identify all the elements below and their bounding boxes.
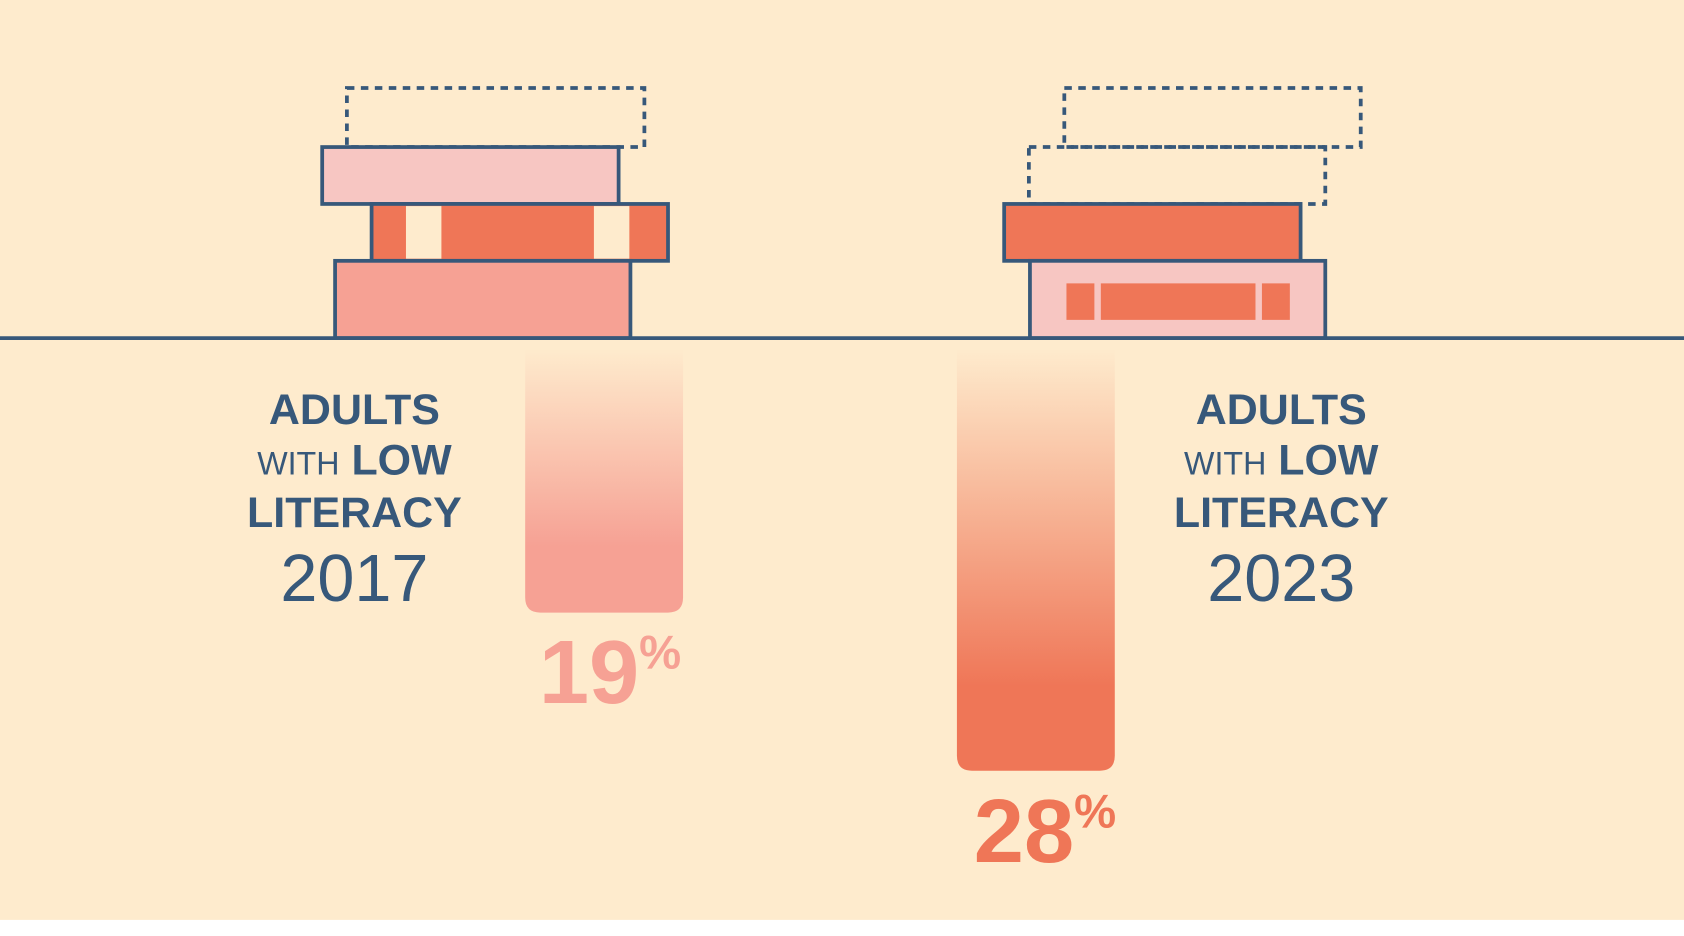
- label-year: 2023: [1207, 542, 1355, 616]
- book-band: [405, 206, 442, 259]
- label-line1: ADULTS: [269, 386, 440, 434]
- label-line2: WITH LOW: [257, 436, 452, 484]
- label-with: WITH: [1184, 445, 1266, 481]
- book: [333, 258, 633, 340]
- percent-sign: %: [639, 627, 681, 680]
- book-stack-2017: [320, 86, 670, 340]
- label-line3: LITERACY: [1174, 489, 1389, 537]
- missing-book-outline: [1026, 145, 1328, 206]
- book-band: [1261, 283, 1290, 320]
- bar-2023: [956, 348, 1115, 771]
- bar-2017: [525, 348, 684, 613]
- label-year: 2017: [280, 542, 428, 616]
- book-stack-2023: [1002, 86, 1363, 340]
- percent-sign: %: [1074, 786, 1116, 839]
- book: [320, 145, 621, 206]
- label-low: LOW: [351, 436, 452, 484]
- book: [1002, 202, 1303, 263]
- book-band: [1066, 283, 1095, 320]
- label-2023: ADULTS WITH LOW LITERACY 2023: [1174, 386, 1389, 616]
- label-low: LOW: [1278, 436, 1379, 484]
- label-with: WITH: [257, 445, 339, 481]
- book-band: [1100, 283, 1256, 320]
- label-line2: WITH LOW: [1184, 436, 1379, 484]
- value-number: 19: [539, 622, 639, 723]
- value-number: 28: [974, 781, 1074, 882]
- value-label-2017: 19%: [539, 622, 681, 723]
- book-band: [593, 206, 630, 259]
- label-line3: LITERACY: [247, 489, 462, 537]
- value-label-2023: 28%: [974, 781, 1116, 882]
- label-line1: ADULTS: [1196, 386, 1367, 434]
- label-2017: ADULTS WITH LOW LITERACY 2017: [247, 386, 462, 616]
